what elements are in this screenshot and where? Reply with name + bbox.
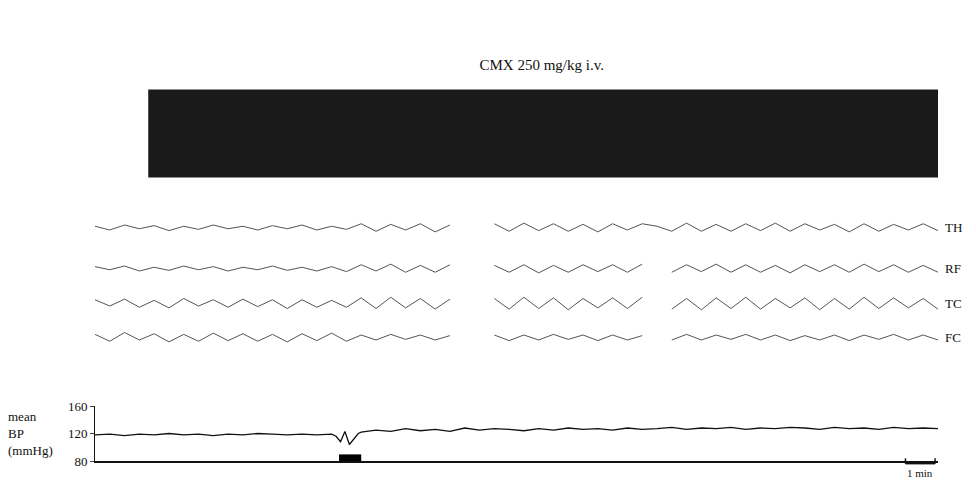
svg-text:RF: RF: [945, 261, 961, 276]
svg-text:160: 160: [68, 399, 88, 414]
svg-text:1 min: 1 min: [907, 467, 933, 479]
svg-text:120: 120: [68, 426, 88, 441]
svg-text:meanBP(mmHg): meanBP(mmHg): [8, 409, 53, 458]
svg-text:FC: FC: [945, 330, 961, 345]
svg-text:80: 80: [74, 454, 87, 469]
svg-text:TH: TH: [945, 220, 962, 235]
svg-text:CMX 250 mg/kg i.v.: CMX 250 mg/kg i.v.: [479, 57, 603, 73]
svg-text:TC: TC: [945, 296, 962, 311]
